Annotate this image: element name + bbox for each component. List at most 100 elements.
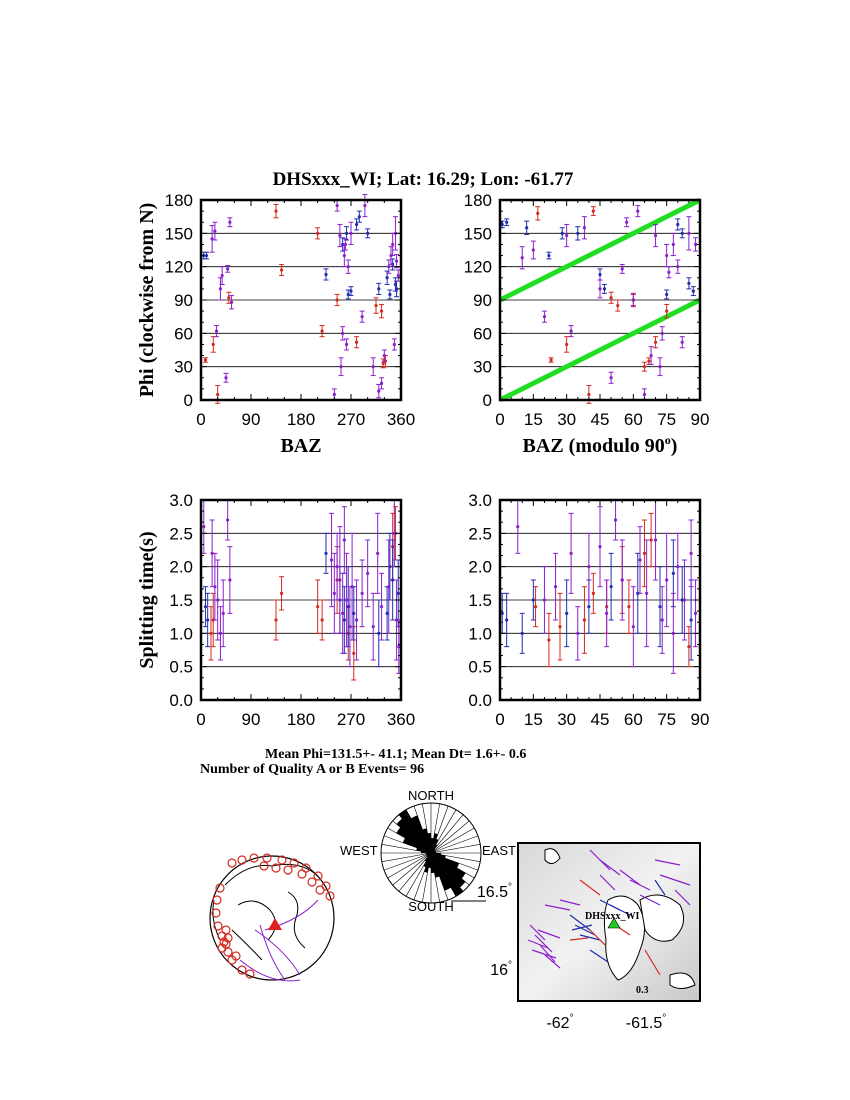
y-tick-label: 180 xyxy=(165,191,193,210)
x-tick-label: 270 xyxy=(337,410,365,429)
data-point-blue xyxy=(679,566,685,634)
rose-petal xyxy=(396,818,431,853)
map-xtick-2: -61.5° xyxy=(626,1013,666,1032)
data-point-blue xyxy=(344,226,350,241)
panel-dt-baz-mod90: 0 15 30 45 60 75 90 0.0 0.5 1.0 1.5 2.0 2.5 3.0 xyxy=(468,491,709,729)
data-point-red xyxy=(379,303,385,319)
data-point-purple xyxy=(220,579,226,648)
y-axis-label: Splitting time(s) xyxy=(136,531,158,668)
data-point-purple xyxy=(359,310,365,323)
y-axis-label: Phi (clockwise from N) xyxy=(136,203,158,398)
data-point-purple xyxy=(229,295,235,310)
data-point-blue xyxy=(376,282,382,295)
data-point-purple xyxy=(659,586,665,654)
data-point-blue xyxy=(686,277,692,290)
data-point-blue xyxy=(519,612,525,654)
data-point-blue xyxy=(679,228,685,239)
data-point-purple xyxy=(530,240,536,260)
y-tick-label: 0.0 xyxy=(468,691,492,710)
data-point-purple xyxy=(644,539,650,648)
data-point-purple xyxy=(362,193,368,218)
split-vector xyxy=(599,874,616,891)
data-point-purple xyxy=(686,216,692,251)
data-point-red xyxy=(315,227,321,240)
figure-title: DHSxxx_WI; Lat: 16.29; Lon: -61.77 xyxy=(273,169,574,190)
y-tick-label: 120 xyxy=(165,258,193,277)
event-circle xyxy=(283,865,293,875)
globe-outline xyxy=(209,855,335,981)
split-vector xyxy=(619,869,641,886)
rose-petal xyxy=(431,853,440,878)
data-point-purple xyxy=(225,265,231,273)
event-circle xyxy=(315,885,325,895)
data-point-purple xyxy=(581,216,587,240)
x-tick-label: 180 xyxy=(287,710,315,729)
data-point-purple xyxy=(394,253,400,269)
panel-dt-baz: 0 90 180 270 360 0.0 0.5 1.0 1.5 2.0 2.5 3.0 Splitti… xyxy=(136,491,415,729)
rose-petal xyxy=(416,847,431,853)
x-tick-label: 30 xyxy=(557,710,576,729)
data-point-purple xyxy=(541,566,547,634)
split-vector xyxy=(659,874,691,886)
data-point-purple xyxy=(337,526,343,634)
y-tick-label: 150 xyxy=(464,224,492,243)
data-point-purple xyxy=(227,546,233,614)
rose-petal xyxy=(431,853,446,859)
split-vector xyxy=(527,939,549,949)
data-point-red xyxy=(626,579,632,634)
data-point-purple xyxy=(379,377,385,390)
island-grande-terre xyxy=(639,894,685,942)
y-tick-label: 60 xyxy=(174,324,193,343)
data-point-blue xyxy=(657,566,663,648)
rose-petal xyxy=(411,815,431,853)
x-tick-label: 60 xyxy=(624,710,643,729)
x-tick-label: 90 xyxy=(242,410,261,429)
event-circle xyxy=(215,883,225,893)
rose-spoke xyxy=(430,827,475,854)
data-point-purple xyxy=(209,519,215,588)
data-point-red xyxy=(202,357,208,363)
data-point-purple xyxy=(370,592,376,661)
data-point-purple xyxy=(653,223,659,248)
data-point-purple xyxy=(688,519,694,588)
rose-petal xyxy=(431,853,464,897)
data-point-purple xyxy=(666,266,672,279)
data-point-purple xyxy=(395,269,401,282)
data-point-red xyxy=(210,336,216,353)
split-vector xyxy=(589,929,606,946)
data-point-purple xyxy=(675,259,681,274)
split-vector xyxy=(629,879,651,891)
rose-spoke xyxy=(387,852,432,879)
y-tick-label: 2.5 xyxy=(169,524,193,543)
data-point-blue xyxy=(504,592,510,648)
data-point-blue xyxy=(559,227,565,240)
event-circle xyxy=(249,853,259,863)
data-point-purple xyxy=(630,292,636,308)
data-point-blue xyxy=(608,552,614,621)
rose-petal xyxy=(421,851,431,853)
data-point-purple xyxy=(681,559,687,641)
x-tick-label: 270 xyxy=(337,710,365,729)
rose-petal xyxy=(402,838,431,853)
data-point-purple xyxy=(519,246,525,270)
y-tick-label: 180 xyxy=(464,191,492,210)
data-point-red xyxy=(373,297,379,314)
y-tick-label: 1.0 xyxy=(468,624,492,643)
data-point-purple xyxy=(225,499,231,541)
data-point-red xyxy=(334,293,340,307)
globe-coastlines xyxy=(212,863,319,961)
data-point-red xyxy=(557,592,563,661)
data-point-purple xyxy=(624,217,630,228)
data-point-red xyxy=(319,325,325,338)
data-point-purple xyxy=(637,526,643,594)
y-tick-label: 2.0 xyxy=(468,558,492,577)
data-point-purple xyxy=(670,592,676,674)
data-point-purple xyxy=(334,199,340,212)
globe-raypaths xyxy=(239,899,319,982)
data-point-blue xyxy=(348,286,354,297)
event-circle xyxy=(277,855,287,865)
event-count: Number of Quality A or B Events= 96 xyxy=(200,762,424,777)
rose-petal xyxy=(431,838,439,853)
data-point-purple xyxy=(338,357,344,377)
